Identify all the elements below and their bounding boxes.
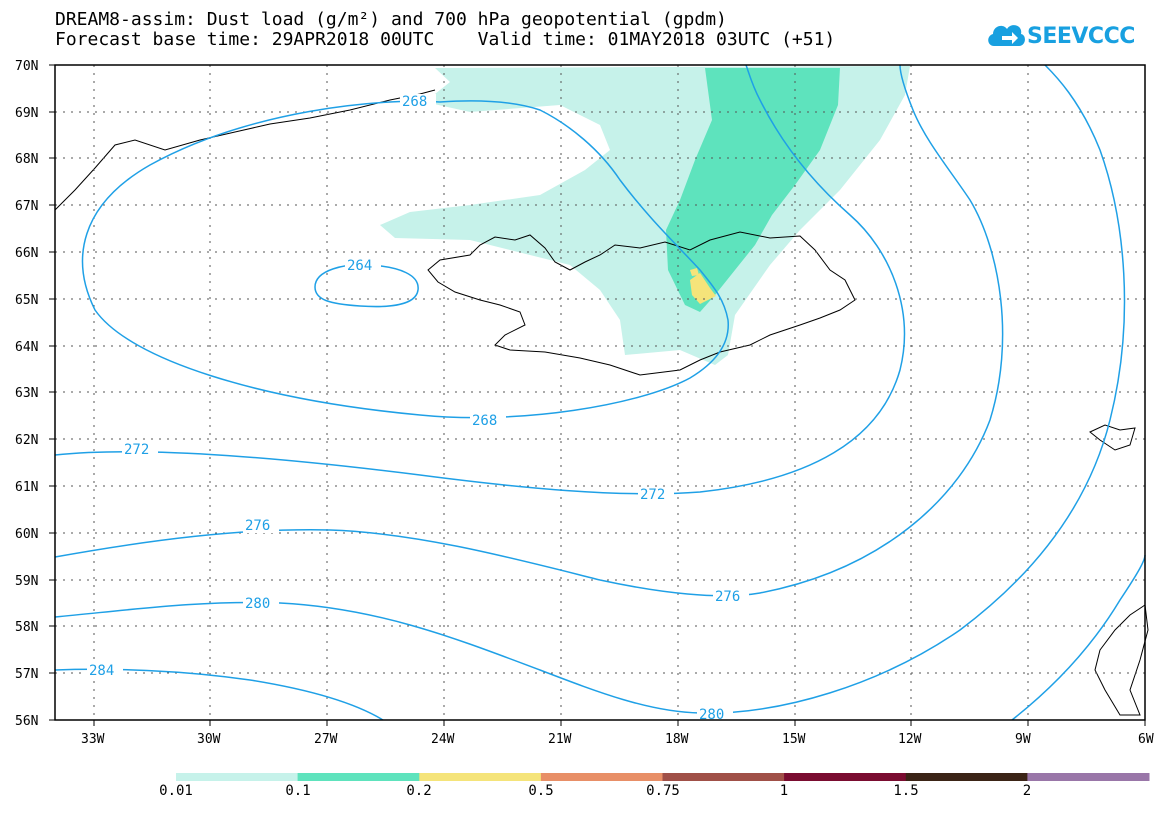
dust-area-high — [690, 273, 716, 304]
lat-label: 61N — [15, 480, 38, 495]
lat-label: 68N — [15, 152, 38, 167]
scotland-coastline — [1094, 604, 1149, 716]
logo-text: SEEVCCC — [1027, 24, 1135, 49]
dust-area-high-small — [690, 268, 699, 276]
coastlines — [54, 89, 1149, 716]
contour-labels: 268 264 268 272 272 276 276 280 280 284 — [87, 94, 749, 723]
lon-label: 24W — [431, 732, 455, 747]
colorbar-label: 2 — [1022, 783, 1032, 799]
colorbar-swatch — [1027, 773, 1150, 781]
lat-label: 66N — [15, 246, 38, 261]
contour-label-268-south: 268 — [472, 413, 497, 429]
colorbar-swatch — [905, 773, 1028, 781]
colorbar-label: 0.5 — [528, 783, 554, 799]
iceland-coastline — [427, 231, 856, 376]
lon-label: 12W — [898, 732, 922, 747]
lat-label: 67N — [15, 199, 38, 214]
dust-shading — [380, 66, 910, 365]
longitude-labels: 33W 30W 27W 24W 21W 18W 15W 12W 9W 6W — [81, 732, 1154, 747]
colorbar-label: 1 — [779, 783, 789, 799]
geopotential-contours — [54, 64, 1146, 721]
contour-268 — [81, 100, 729, 419]
lat-label: 56N — [15, 714, 38, 729]
latitude-labels: 70N 69N 68N 67N 66N 65N 64N 63N 62N 61N … — [15, 59, 38, 729]
lat-label: 65N — [15, 293, 38, 308]
graticule — [55, 65, 1145, 720]
lon-label: 9W — [1015, 732, 1031, 747]
lon-label: 33W — [81, 732, 105, 747]
lon-label: 21W — [548, 732, 572, 747]
colorbar — [176, 773, 1150, 781]
contour-280 — [54, 64, 1126, 714]
contour-label-284: 284 — [89, 663, 114, 679]
contour-east — [1011, 554, 1146, 721]
contour-label-272-east: 272 — [640, 487, 665, 503]
contour-label-272-west: 272 — [124, 442, 149, 458]
lat-label: 58N — [15, 620, 38, 635]
lon-label: 18W — [665, 732, 689, 747]
contour-label-268-north: 268 — [402, 94, 427, 110]
greenland-coastline — [54, 89, 436, 211]
lat-label: 70N — [15, 59, 38, 74]
colorbar-swatch — [540, 773, 663, 781]
lon-label: 6W — [1138, 732, 1154, 747]
colorbar-label: 0.1 — [285, 783, 311, 799]
colorbar-swatch — [176, 773, 299, 781]
lat-label: 57N — [15, 667, 38, 682]
tick-marks — [49, 64, 1146, 726]
contour-label-280-south: 280 — [699, 707, 724, 723]
colorbar-swatch — [662, 773, 785, 781]
contour-272 — [54, 64, 906, 495]
colorbar-label: 1.5 — [893, 783, 919, 799]
colorbar-label: 0.01 — [159, 783, 193, 799]
lat-label: 63N — [15, 386, 38, 401]
seevccc-logo: SEEVCCC — [985, 16, 1135, 60]
lon-label: 15W — [782, 732, 806, 747]
cloud-arrow-icon — [988, 25, 1025, 46]
lat-label: 62N — [15, 433, 38, 448]
colorbar-label: 0.75 — [646, 783, 680, 799]
contour-label-264: 264 — [347, 258, 372, 274]
chart-subtitle: Forecast base time: 29APR2018 00UTC Vali… — [55, 29, 836, 50]
dust-area-medium — [666, 68, 840, 312]
contour-276 — [54, 64, 1004, 597]
colorbar-label: 0.2 — [406, 783, 432, 799]
lat-label: 60N — [15, 527, 38, 542]
colorbar-swatch — [784, 773, 907, 781]
contour-label-276-east: 276 — [715, 589, 740, 605]
faroe-coastline — [1089, 424, 1136, 451]
lat-label: 59N — [15, 574, 38, 589]
lon-label: 30W — [197, 732, 221, 747]
lon-label: 27W — [314, 732, 338, 747]
colorbar-swatch — [419, 773, 542, 781]
contour-label-276-west: 276 — [245, 518, 270, 534]
lat-label: 64N — [15, 340, 38, 355]
lat-label: 69N — [15, 106, 38, 121]
contour-label-280-west: 280 — [245, 596, 270, 612]
chart-title: DREAM8-assim: Dust load (g/m²) and 700 h… — [55, 9, 727, 30]
colorbar-swatch — [297, 773, 420, 781]
